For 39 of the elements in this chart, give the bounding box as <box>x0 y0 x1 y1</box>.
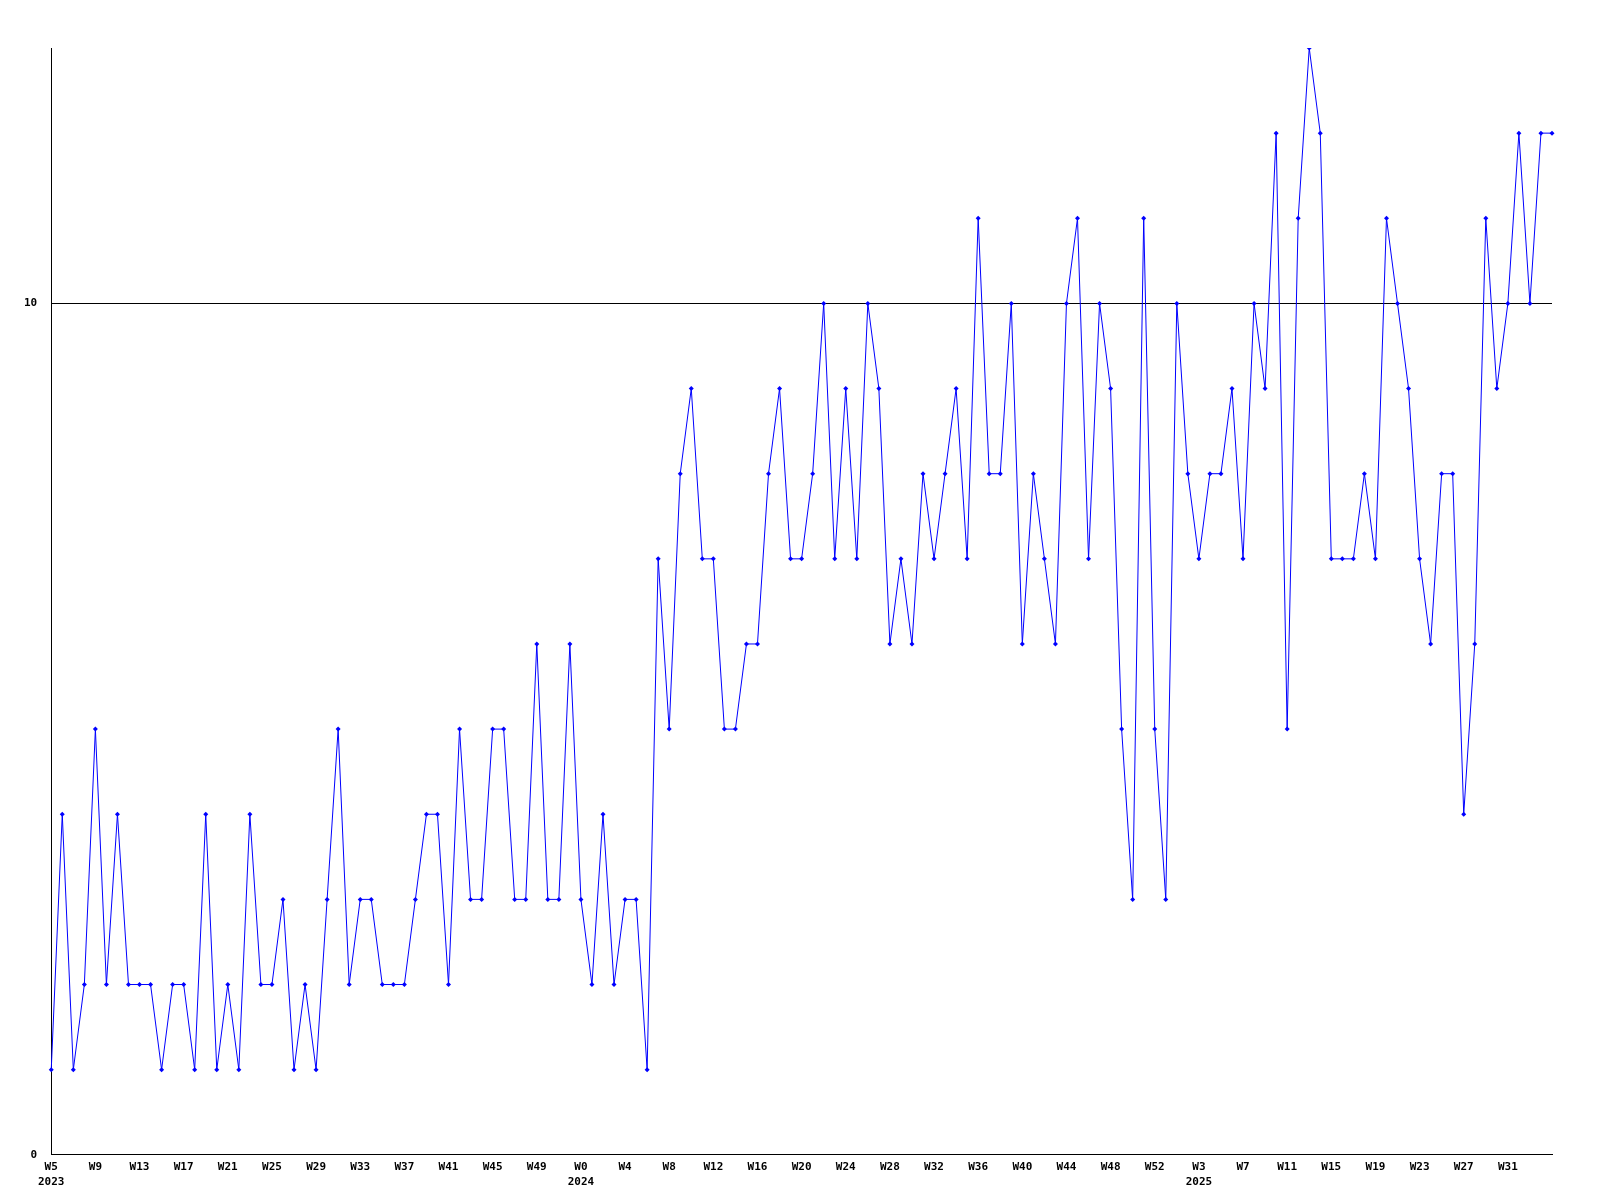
x-tick-label: W48 <box>1100 1160 1121 1174</box>
x-tick-label: W13 <box>129 1160 150 1174</box>
x-tick-label: W20 <box>791 1160 812 1174</box>
x-tick-label: W41 <box>438 1160 459 1174</box>
x-tick-label: W16 <box>747 1160 768 1174</box>
x-tick-label: W3 <box>1192 1160 1206 1174</box>
x-tick-label: W4 <box>618 1160 633 1174</box>
x-tick-label: W37 <box>394 1160 415 1174</box>
x-tick-label: W36 <box>968 1160 989 1174</box>
x-tick-label: W12 <box>703 1160 724 1174</box>
x-tick-label: W5 <box>44 1160 58 1174</box>
x-tick-label: W17 <box>173 1160 194 1174</box>
x-tick-label: W29 <box>306 1160 327 1174</box>
x-tick-label: W0 <box>574 1160 588 1174</box>
x-tick-label: W9 <box>88 1160 103 1174</box>
x-tick-label: W49 <box>526 1160 547 1174</box>
x-tick-label: W21 <box>217 1160 239 1174</box>
x-tick-label: W40 <box>1012 1160 1033 1174</box>
x-tick-label: W8 <box>662 1160 676 1174</box>
text: 2024 <box>567 1175 595 1189</box>
x-tick-label: W25 <box>262 1160 282 1174</box>
y-tick-label: 0 <box>30 1147 38 1161</box>
x-tick-label: W19 <box>1365 1160 1386 1174</box>
y-tick-label: 10 <box>24 296 38 310</box>
x-tick-label: W15 <box>1321 1160 1342 1174</box>
x-tick-label: W24 <box>835 1160 857 1174</box>
x-tick-label: W31 <box>1497 1160 1519 1174</box>
text: 2023 <box>38 1175 65 1189</box>
x-tick-label: W11 <box>1277 1160 1298 1174</box>
x-tick-label: W44 <box>1056 1160 1077 1174</box>
x-tick-label: W7 <box>1236 1160 1250 1174</box>
x-tick-label: W33 <box>350 1160 371 1174</box>
x-tick-label: W52 <box>1144 1160 1165 1174</box>
x-tick-label: W32 <box>924 1160 944 1174</box>
x-tick-label: W23 <box>1409 1160 1430 1174</box>
x-tick-label: W45 <box>482 1160 503 1174</box>
x-tick-label: W27 <box>1453 1160 1474 1174</box>
text: 2025 <box>1185 1175 1213 1189</box>
x-tick-label: W28 <box>879 1160 900 1174</box>
